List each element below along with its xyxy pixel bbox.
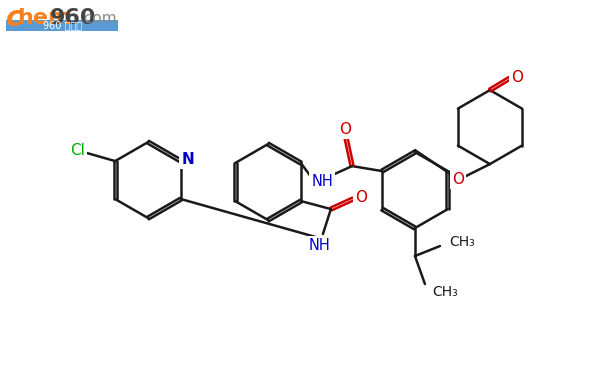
Text: O: O xyxy=(339,122,351,136)
Text: N: N xyxy=(182,152,194,166)
Text: hem: hem xyxy=(17,8,71,28)
Text: O: O xyxy=(511,70,523,85)
Text: c: c xyxy=(6,4,22,32)
Text: NH: NH xyxy=(311,174,333,189)
Text: NH: NH xyxy=(309,237,331,252)
Text: 960 化工网: 960 化工网 xyxy=(42,21,82,31)
Text: O: O xyxy=(355,190,367,205)
Text: O: O xyxy=(452,172,464,187)
Text: .com: .com xyxy=(79,10,117,26)
Text: CH₃: CH₃ xyxy=(432,285,458,299)
Bar xyxy=(6,20,118,31)
Text: Cl: Cl xyxy=(70,142,85,158)
Text: 960: 960 xyxy=(50,8,97,28)
Text: CH₃: CH₃ xyxy=(449,235,475,249)
